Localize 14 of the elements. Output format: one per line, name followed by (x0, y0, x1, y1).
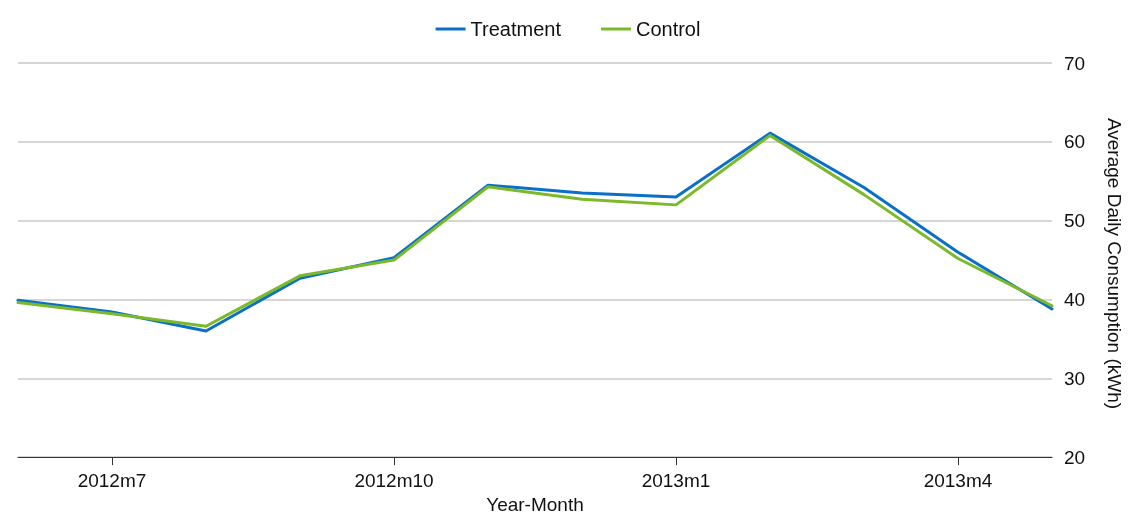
y-tick-label: 70 (1064, 52, 1086, 74)
legend-label: Treatment (470, 18, 562, 40)
y-tick-label: 20 (1064, 446, 1086, 468)
y-tick-label: 60 (1064, 131, 1086, 153)
x-tick-label: 2012m7 (77, 470, 147, 492)
x-axis-title: Year-Month (486, 494, 584, 515)
x-tick-label: 2012m10 (354, 470, 434, 492)
y-axis-title: Average Daily Consumption (kWh) (1104, 117, 1125, 410)
x-tick-label: 2013m1 (641, 470, 711, 492)
y-tick-label: 30 (1064, 367, 1086, 389)
y-tick-label: 50 (1064, 210, 1086, 232)
y-tick-label: 40 (1064, 288, 1086, 310)
x-tick-label: 2013m4 (923, 470, 993, 492)
legend-label: Control (635, 18, 701, 40)
